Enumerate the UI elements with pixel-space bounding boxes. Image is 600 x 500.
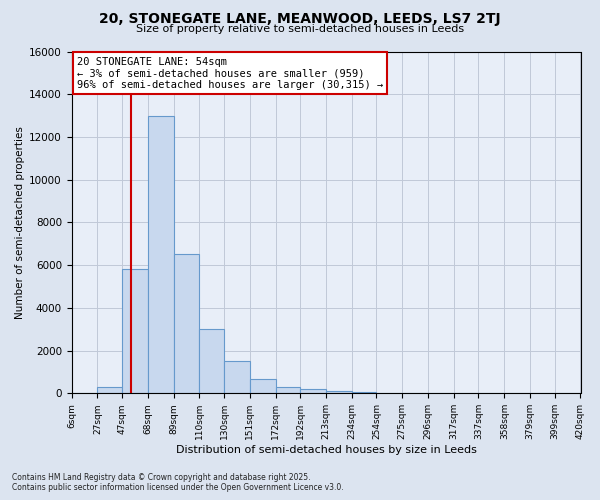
- Bar: [376, 392, 402, 394]
- Text: 20, STONEGATE LANE, MEANWOOD, LEEDS, LS7 2TJ: 20, STONEGATE LANE, MEANWOOD, LEEDS, LS7…: [99, 12, 501, 26]
- Bar: [352, 392, 376, 394]
- Bar: [199, 330, 224, 394]
- Bar: [148, 116, 173, 394]
- X-axis label: Distribution of semi-detached houses by size in Leeds: Distribution of semi-detached houses by …: [176, 445, 476, 455]
- Bar: [326, 390, 352, 394]
- Text: Contains HM Land Registry data © Crown copyright and database right 2025.
Contai: Contains HM Land Registry data © Crown c…: [12, 473, 344, 492]
- Text: Size of property relative to semi-detached houses in Leeds: Size of property relative to semi-detach…: [136, 24, 464, 34]
- Bar: [224, 362, 250, 394]
- Y-axis label: Number of semi-detached properties: Number of semi-detached properties: [15, 126, 25, 319]
- Text: 20 STONEGATE LANE: 54sqm
← 3% of semi-detached houses are smaller (959)
96% of s: 20 STONEGATE LANE: 54sqm ← 3% of semi-de…: [77, 56, 383, 90]
- Bar: [300, 389, 326, 394]
- Bar: [250, 380, 275, 394]
- Bar: [173, 254, 199, 394]
- Bar: [122, 270, 148, 394]
- Bar: [275, 387, 300, 394]
- Bar: [97, 387, 122, 394]
